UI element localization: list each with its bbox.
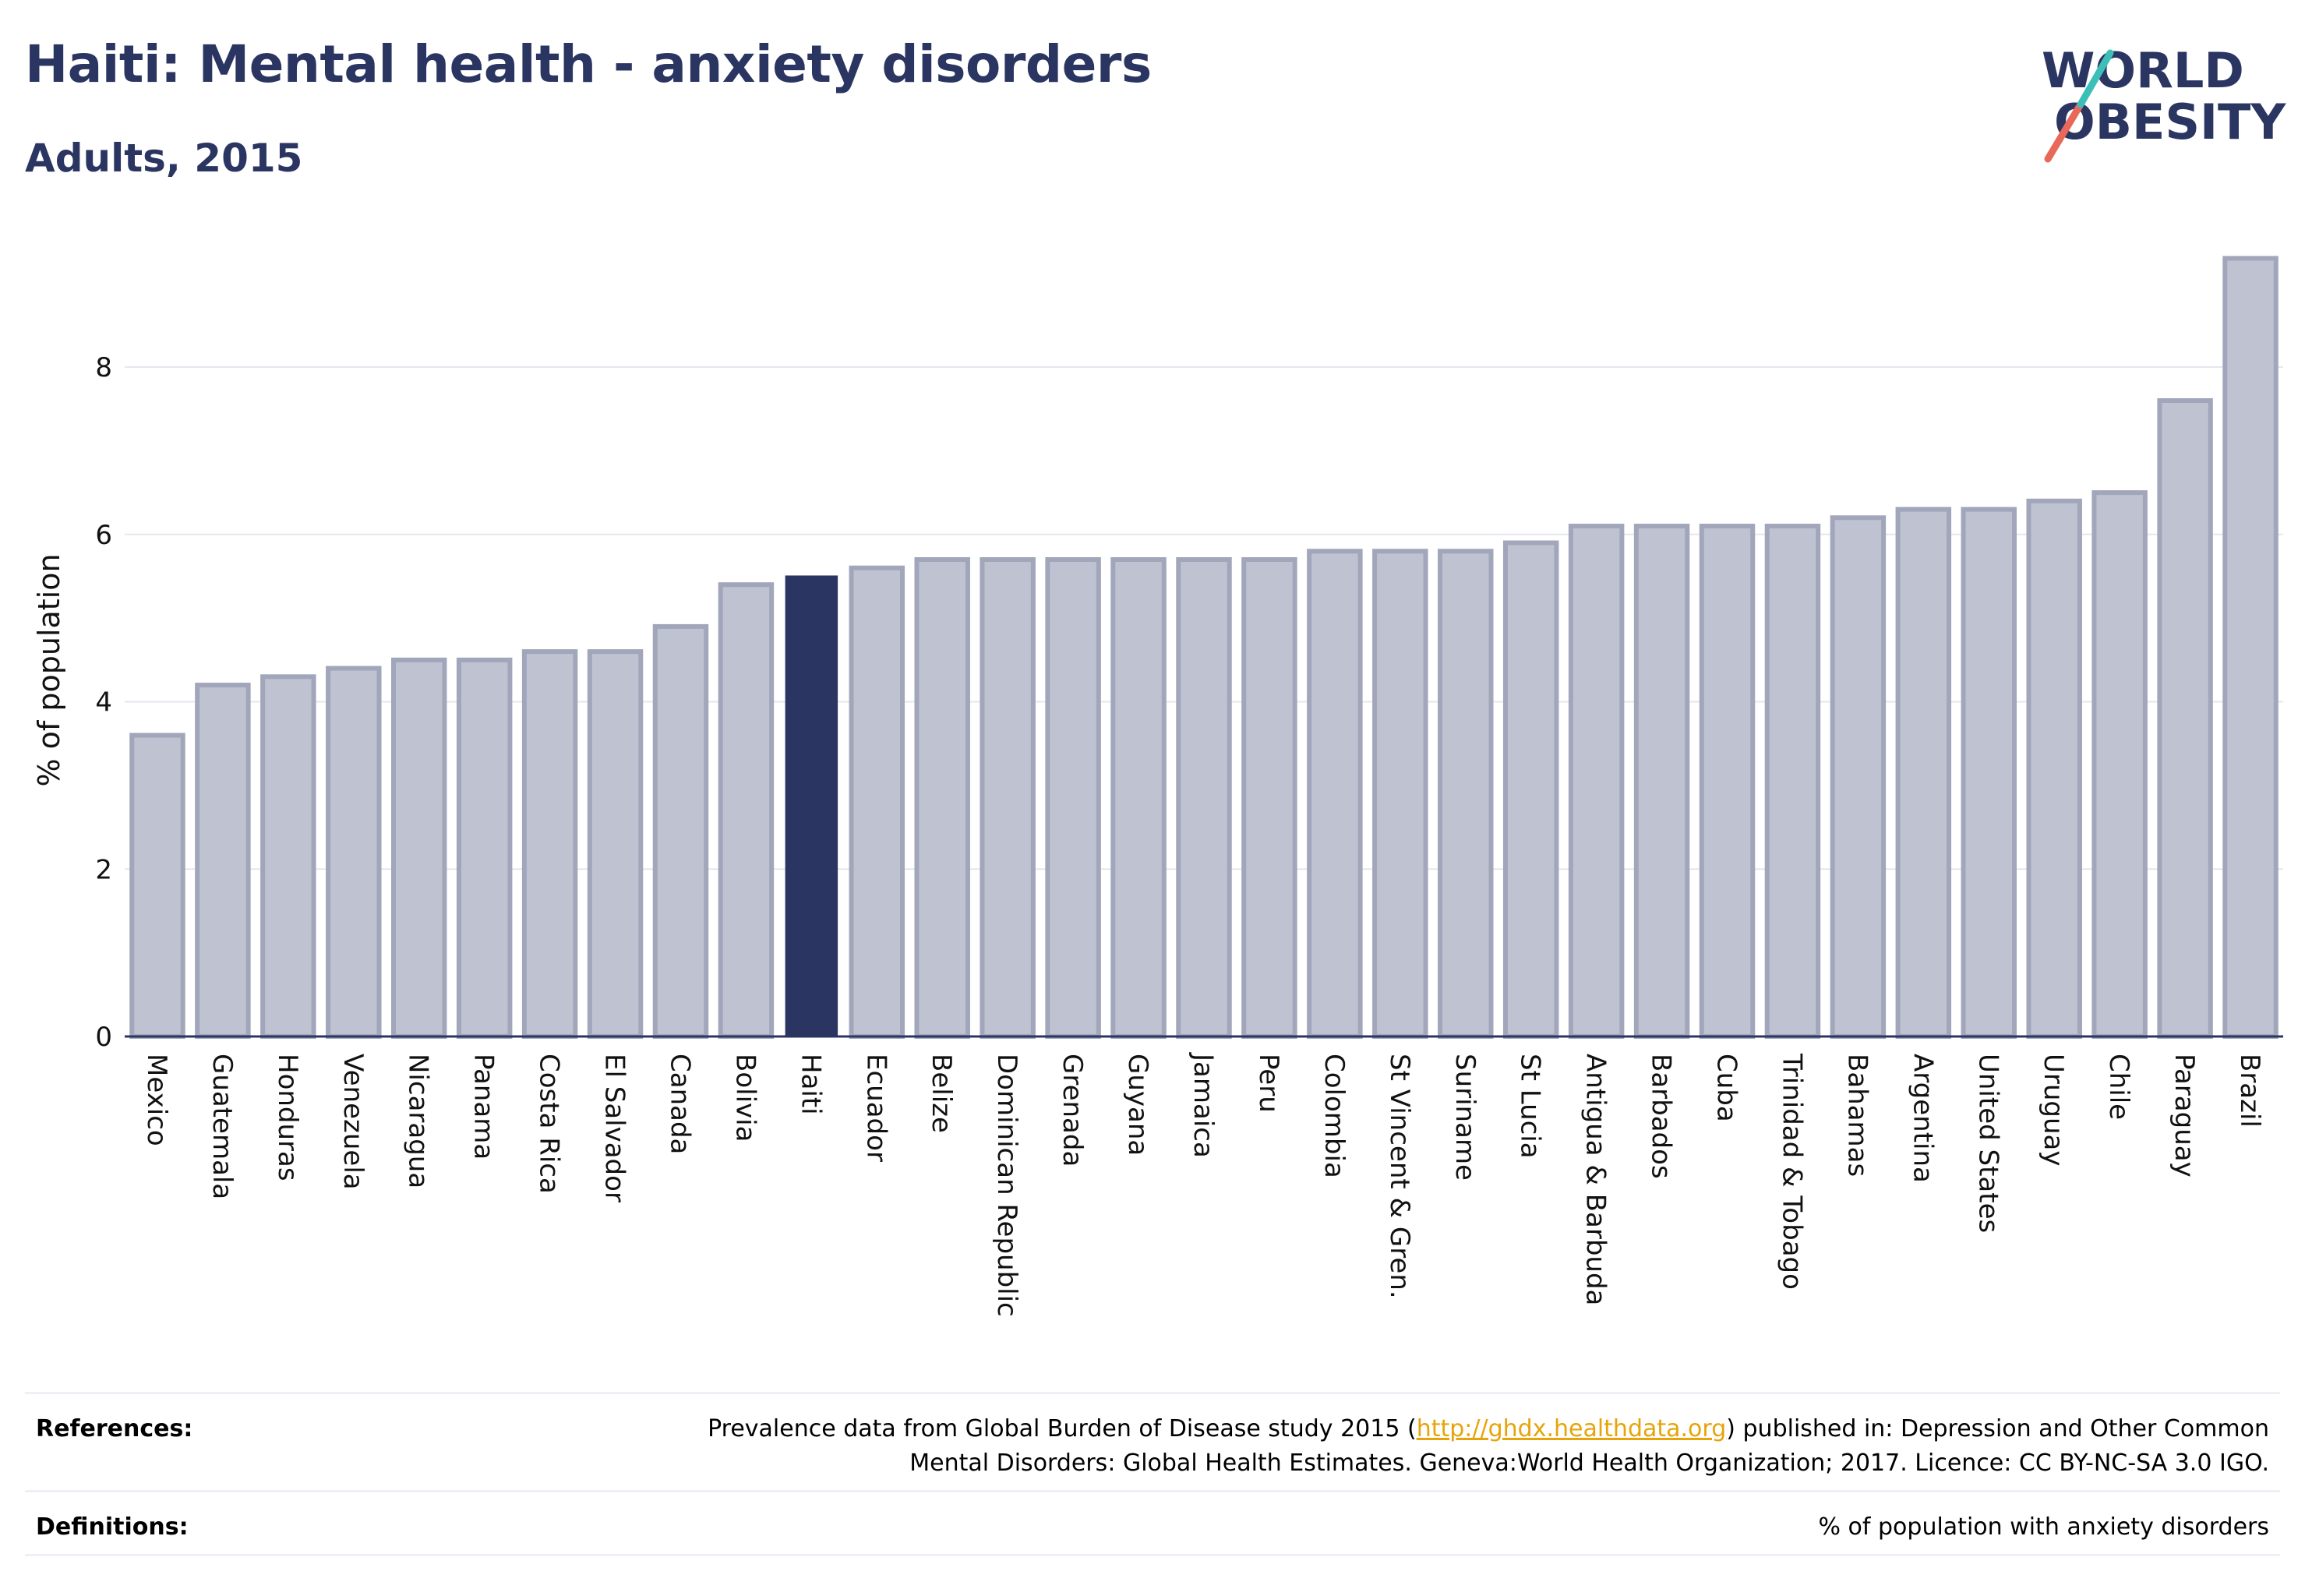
x-tick-label: Argentina	[1907, 1054, 1938, 1183]
footer-divider-bottom	[25, 1554, 2280, 1556]
x-tick-label: Peru	[1253, 1054, 1284, 1113]
x-tick-label: Antigua & Barbuda	[1580, 1054, 1611, 1305]
x-tick-label: St Lucia	[1515, 1054, 1546, 1159]
footer-divider-middle	[25, 1490, 2280, 1492]
bar-ecuador	[849, 565, 905, 1039]
x-tick-label: Grenada	[1057, 1054, 1088, 1167]
references-text: Prevalence data from Global Burden of Di…	[708, 1412, 2269, 1481]
bar-guatemala	[195, 683, 251, 1039]
bar-chart: 0 2 4 6 8 % of population Mexico Guatemala Hondu…	[32, 256, 2283, 1317]
bar-costa-rica	[521, 649, 578, 1040]
x-tick-label: Paraguay	[2169, 1054, 2200, 1178]
bar-argentina	[1895, 507, 1952, 1039]
logo-slash-red	[2044, 101, 2084, 163]
x-tick-label: St Vincent & Gren.	[1384, 1054, 1415, 1299]
x-tick-label: Haiti	[795, 1054, 826, 1115]
definitions-label: Definitions:	[36, 1513, 189, 1541]
bar-st-vincent-gren-	[1372, 549, 1428, 1039]
bar-el-salvador	[587, 649, 644, 1040]
x-tick-label: Jamaica	[1188, 1052, 1219, 1158]
bar-nicaragua	[390, 657, 447, 1039]
x-tick-label: Trinidad & Tobago	[1776, 1053, 1807, 1290]
bar-honduras	[260, 674, 316, 1039]
x-tick-label: Costa Rica	[534, 1054, 565, 1194]
references-text-1b: ) published in: Depression and Other Com…	[1726, 1415, 2269, 1442]
bar-jamaica	[1176, 557, 1232, 1039]
bar-venezuela	[326, 666, 382, 1039]
x-tick-label: Chile	[2103, 1054, 2134, 1120]
x-tick-label: El Salvador	[599, 1054, 630, 1202]
bar-guyana	[1110, 557, 1167, 1039]
bar-panama	[456, 657, 513, 1039]
bars	[129, 256, 2279, 1040]
references-label: References:	[36, 1415, 193, 1442]
bar-barbados	[1633, 524, 1690, 1039]
bar-colombia	[1307, 549, 1363, 1039]
bar-st-lucia	[1502, 540, 1559, 1039]
logo-line-1: WORLD	[2042, 42, 2244, 99]
references-text-1a: Prevalence data from Global Burden of Di…	[708, 1415, 1417, 1442]
chart-title: Haiti: Mental health - anxiety disorders	[25, 34, 1152, 94]
x-tick-label: Barbados	[1646, 1054, 1677, 1179]
labels: 0 2 4 6 8 % of population Mexico Guatemala Hondu…	[32, 352, 2265, 1317]
x-tick-label: Bahamas	[1841, 1054, 1873, 1177]
bar-chile	[2091, 490, 2148, 1039]
x-tick-label: Honduras	[272, 1054, 303, 1181]
x-tick-label: Nicaragua	[403, 1054, 434, 1188]
logo-line-2: OBESITY	[2054, 94, 2286, 150]
x-tick-label: Panama	[468, 1054, 499, 1160]
y-tick-label: 0	[95, 1022, 112, 1053]
y-tick-label: 6	[95, 520, 112, 551]
bar-cuba	[1699, 524, 1756, 1039]
bar-grenada	[1045, 557, 1101, 1039]
bar-antigua-barbuda	[1568, 524, 1625, 1039]
y-tick-label: 2	[95, 854, 112, 885]
world-obesity-logo: WORLD OBESITY	[2042, 42, 2286, 163]
x-tick-label: Belize	[926, 1054, 957, 1133]
x-tick-label: Bolivia	[729, 1054, 761, 1142]
bar-brazil	[2222, 256, 2279, 1039]
x-tick-label: Cuba	[1711, 1054, 1742, 1122]
y-axis-label: % of population	[32, 553, 66, 786]
bar-paraguay	[2157, 398, 2213, 1039]
x-tick-label: Brazil	[2234, 1054, 2265, 1128]
bar-trinidad-tobago	[1764, 524, 1821, 1039]
x-tick-label: Dominican Republic	[991, 1054, 1022, 1317]
definitions-text: % of population with anxiety disorders	[1818, 1513, 2269, 1541]
x-tick-label: Guatemala	[206, 1054, 238, 1199]
bar-bahamas	[1830, 515, 1887, 1039]
x-tick-label: Suriname	[1449, 1054, 1481, 1181]
x-tick-label: Venezuela	[337, 1054, 369, 1190]
references-link[interactable]: http://ghdx.healthdata.org	[1416, 1415, 1727, 1442]
x-tick-label: Canada	[664, 1054, 695, 1154]
x-tick-label: Ecuador	[860, 1054, 891, 1162]
bar-united-states	[1961, 507, 2017, 1039]
x-tick-label: Uruguay	[2038, 1054, 2069, 1167]
x-tick-label: Guyana	[1122, 1054, 1153, 1156]
chart-subtitle: Adults, 2015	[25, 136, 303, 181]
bar-suriname	[1438, 549, 1494, 1039]
y-tick-label: 8	[95, 352, 112, 383]
footer-divider-top	[25, 1392, 2280, 1394]
x-tick-label: United States	[1972, 1054, 2003, 1233]
bar-mexico	[129, 733, 185, 1039]
references-text-2: Mental Disorders: Global Health Estimate…	[909, 1449, 2269, 1477]
bar-canada	[652, 623, 709, 1039]
bar-peru	[1241, 557, 1297, 1039]
bar-haiti	[785, 575, 838, 1037]
bar-dominican-republic	[980, 557, 1036, 1039]
x-tick-label: Mexico	[141, 1054, 172, 1146]
bar-bolivia	[718, 582, 775, 1039]
x-tick-label: Colombia	[1318, 1054, 1350, 1178]
y-tick-label: 4	[95, 687, 112, 719]
bar-uruguay	[2026, 498, 2082, 1039]
bar-belize	[914, 557, 970, 1039]
logo-slash-teal	[2077, 49, 2114, 108]
